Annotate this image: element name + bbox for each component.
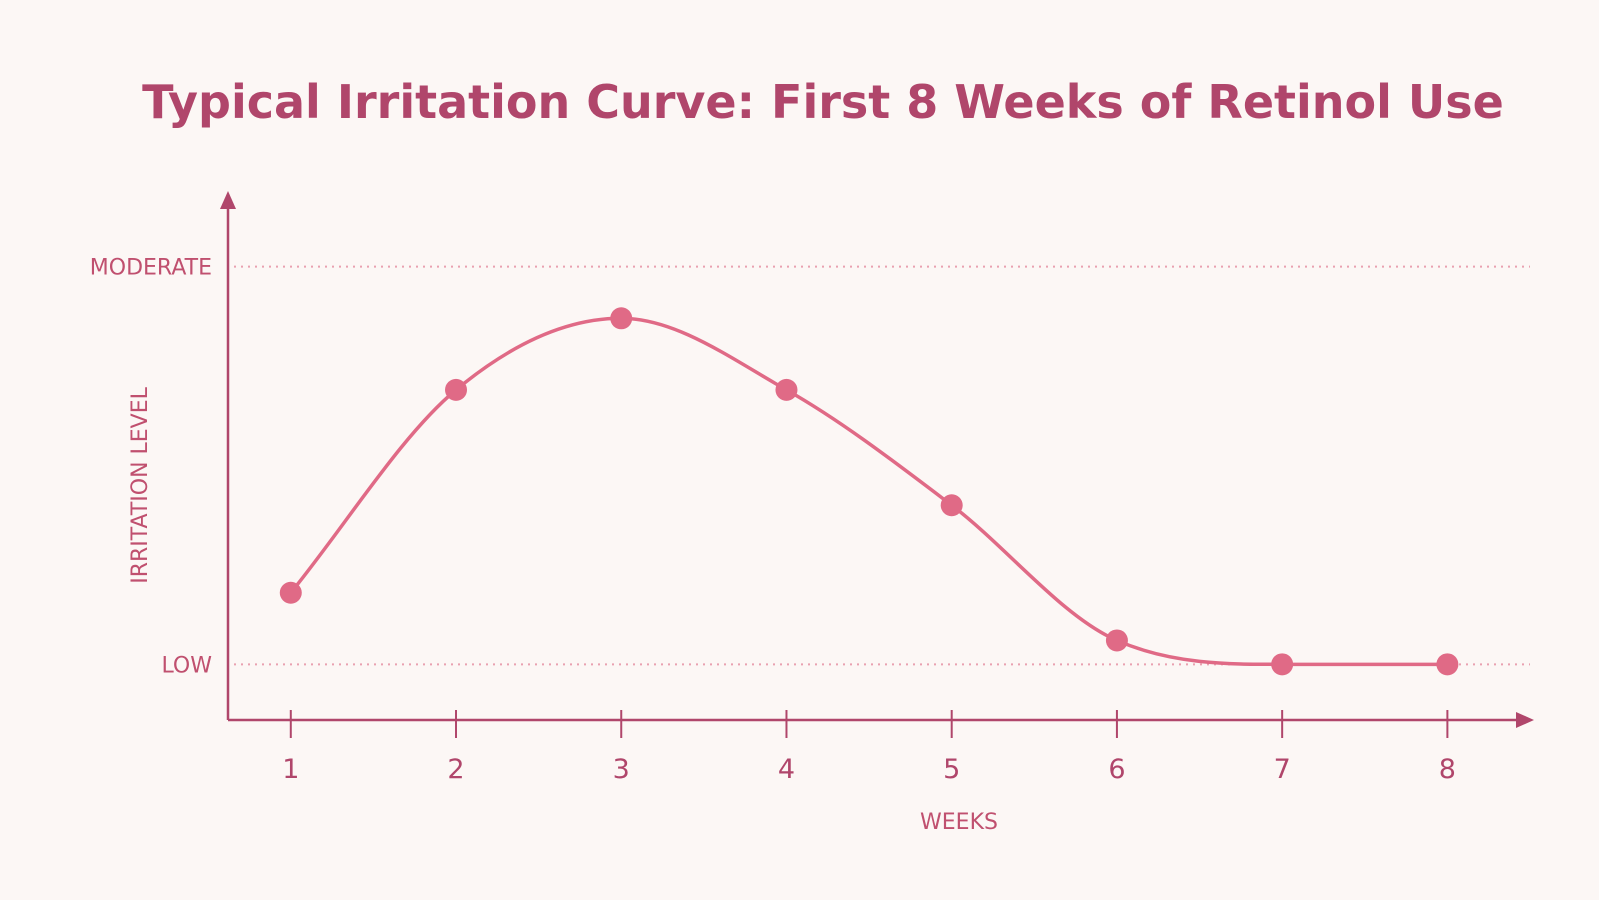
data-point-week-8 <box>1436 653 1459 676</box>
x-tick-label: 8 <box>1439 754 1456 785</box>
chart-title: Typical Irritation Curve: First 8 Weeks … <box>142 75 1504 129</box>
data-point-week-5 <box>940 494 963 517</box>
reference-label-low: LOW <box>161 653 212 678</box>
reference-label-moderate: MODERATE <box>90 256 212 281</box>
x-tick-label: 7 <box>1274 754 1291 785</box>
x-tick-label: 1 <box>282 754 299 785</box>
x-tick-label: 5 <box>943 754 960 785</box>
x-ticks: 1 2 3 4 5 6 7 8 <box>282 710 1456 785</box>
data-point-week-4 <box>775 378 798 401</box>
x-axis-label: WEEKS <box>920 810 998 835</box>
x-axis-arrow-icon <box>1516 712 1534 728</box>
x-tick-label: 3 <box>613 754 630 785</box>
y-axis-label: IRRITATION LEVEL <box>128 386 153 583</box>
data-point-week-7 <box>1271 653 1294 676</box>
axes <box>220 191 1534 728</box>
series-line <box>289 316 1450 667</box>
data-point-week-1 <box>279 581 302 604</box>
x-tick-label: 6 <box>1108 754 1125 785</box>
data-point-week-6 <box>1105 629 1128 652</box>
data-point-week-2 <box>445 378 468 401</box>
series-layer <box>279 307 1459 676</box>
y-axis-arrow-icon <box>220 191 236 209</box>
x-tick-label: 4 <box>778 754 795 785</box>
reference-lines: MODERATE LOW <box>90 256 1530 678</box>
x-tick-label: 2 <box>447 754 464 785</box>
data-point-week-3 <box>610 307 633 330</box>
